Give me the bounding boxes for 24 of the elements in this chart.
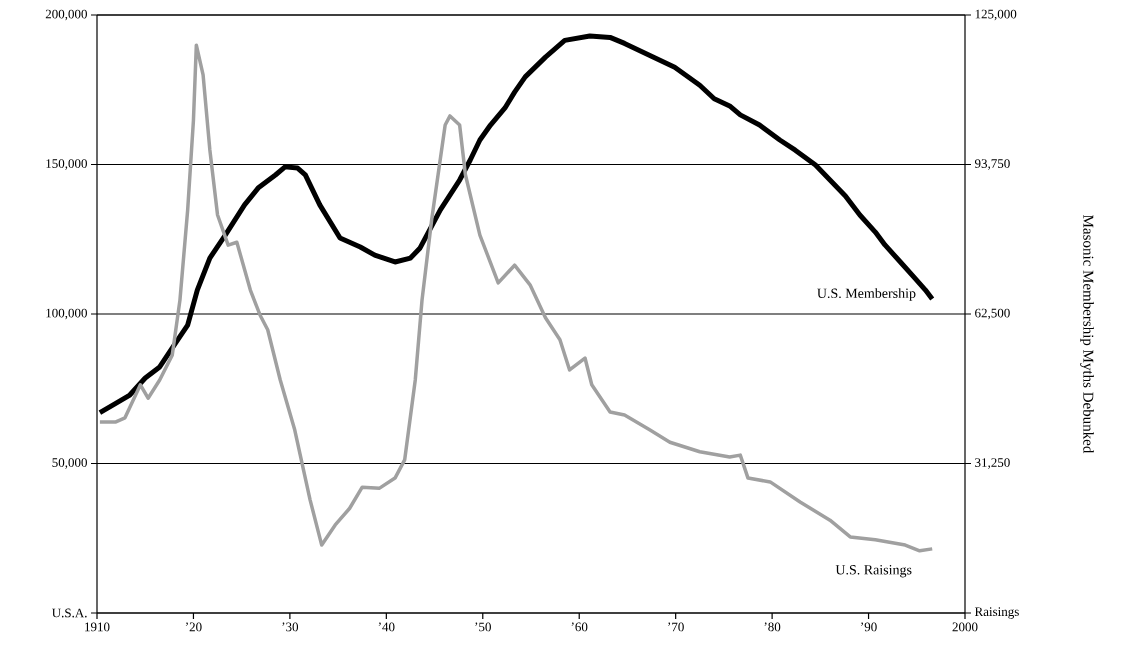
y2-tick-label: 125,000 (975, 9, 1017, 21)
x-tick-label: ’50 (475, 622, 491, 632)
y-tick-label: 100,000 (46, 308, 87, 320)
x-tick-label: ’40 (378, 622, 395, 632)
x-tick-label: ’60 (571, 622, 588, 632)
y-tick-label: 150,000 (46, 159, 87, 170)
y2-tick-label: 31,250 (975, 458, 1010, 469)
x-tick-label: ’70 (668, 622, 684, 632)
line-series (98, 43, 934, 553)
series-label: U.S. Raisings (835, 565, 912, 578)
y2-tick-label: Raisings (974, 607, 1019, 619)
x-tick-label: ’80 (764, 622, 781, 632)
y-tick-label: 50,000 (52, 458, 87, 469)
y2-tick-label: 93,750 (974, 159, 1010, 170)
series-label: U.S. Membership (817, 288, 916, 301)
x-tick-label: 1910 (85, 622, 110, 632)
y-tick-label: 200,000 (45, 9, 87, 21)
x-tick-label: ’20 (185, 622, 202, 632)
text: Masonic Membership Myths Debunked (1080, 215, 1094, 454)
y-tick-label: U.S.A. (51, 608, 87, 618)
x-tick-label: ’90 (861, 622, 877, 632)
x-tick-label: ’30 (282, 622, 299, 632)
y2-tick-label: 62,500 (975, 308, 1010, 320)
x-tick-label: 2000 (952, 622, 978, 632)
